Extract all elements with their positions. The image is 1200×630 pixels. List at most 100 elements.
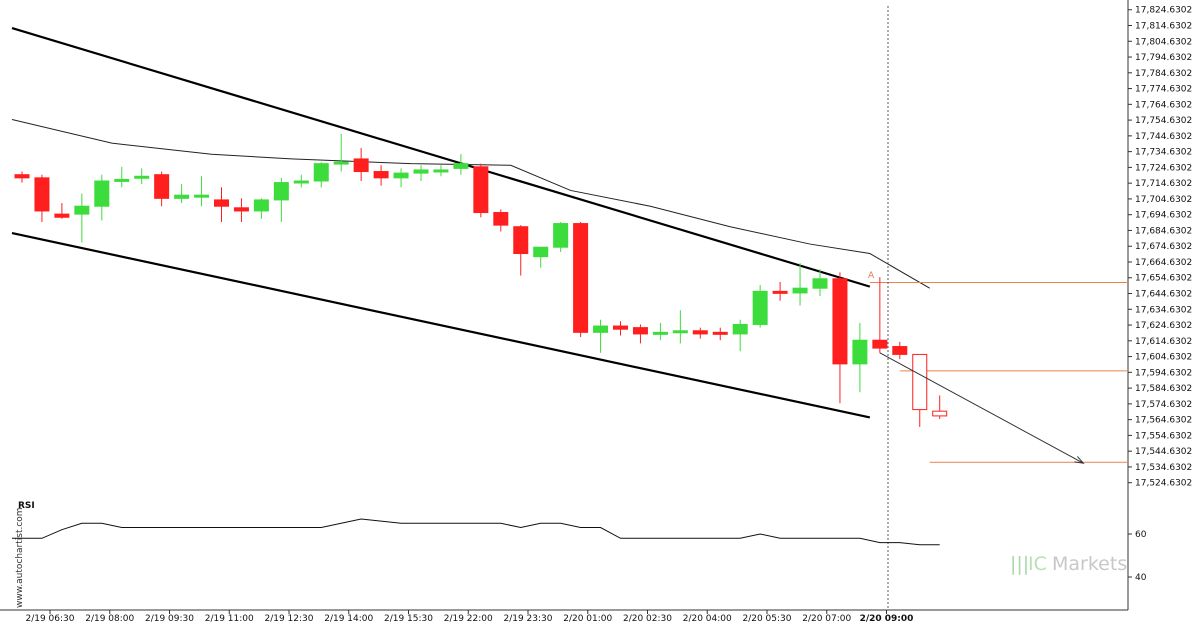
candle-body: [473, 166, 489, 214]
rsi-tick-label: 60: [1135, 530, 1147, 540]
rsi-tick-label: 40: [1135, 573, 1147, 583]
price-tick-label: 17,584.6302: [1135, 384, 1192, 394]
candle-body: [154, 174, 170, 199]
candle-body: [333, 161, 349, 165]
candle-body: [832, 278, 848, 365]
time-tick-label: 2/19 09:30: [145, 614, 194, 624]
price-tick-label: 17,624.6302: [1135, 321, 1192, 331]
candles: [14, 133, 948, 427]
candle-body: [652, 331, 668, 335]
brand-mark-icon: |||: [1010, 553, 1029, 575]
projection-line: [879, 352, 1084, 464]
time-axis: 2/19 06:30 2/19 08:00 2/19 09:30 2/19 11:00…: [25, 610, 913, 624]
price-tick-label: 17,564.6302: [1135, 416, 1192, 426]
target-levels: [869, 282, 1128, 463]
price-tick-label: 17,784.6302: [1135, 69, 1192, 79]
price-tick-label: 17,744.6302: [1135, 132, 1192, 142]
price-tick-label: 17,594.6302: [1135, 368, 1192, 378]
price-tick-label: 17,684.6302: [1135, 226, 1192, 236]
candle-body: [293, 180, 309, 184]
time-tick-label: 2/20 01:00: [563, 614, 612, 624]
channel-lower-line: [11, 231, 871, 419]
candle-body: [672, 330, 688, 334]
time-tick-label: 2/20 05:30: [742, 614, 791, 624]
price-tick-label: 17,754.6302: [1135, 116, 1192, 126]
time-tick-label: 2/19 12:30: [264, 614, 313, 624]
time-tick-label: 2/20 07:00: [802, 614, 851, 624]
ma-line: [11, 119, 930, 289]
candle-body: [912, 353, 928, 411]
time-tick-label: 2/19 08:00: [85, 614, 134, 624]
time-tick-label: 2/19 11:00: [205, 614, 254, 624]
time-tick-label: 2/19 06:30: [25, 614, 74, 624]
price-tick-label: 17,544.6302: [1135, 447, 1192, 457]
price-tick-label: 17,724.6302: [1135, 163, 1192, 173]
candle-body: [253, 199, 269, 212]
price-tick-label: 17,694.6302: [1135, 211, 1192, 221]
time-tick-label: 2/20 02:30: [623, 614, 672, 624]
candle-body: [932, 410, 948, 417]
candle-body: [413, 169, 429, 174]
candle-body: [792, 287, 808, 294]
brand-logo: ||| IC Markets: [1010, 553, 1127, 575]
candle-body: [692, 330, 708, 335]
time-tick-label: 2/19 15:30: [384, 614, 433, 624]
pattern-label: A: [868, 271, 875, 281]
price-tick-label: 17,704.6302: [1135, 195, 1192, 205]
candle-body: [613, 325, 628, 330]
price-tick-label: 17,554.6302: [1135, 431, 1192, 441]
candle-body: [553, 223, 569, 248]
price-tick-label: 17,664.6302: [1135, 258, 1192, 268]
candle-body: [174, 194, 190, 199]
candle-body: [214, 199, 229, 207]
candle-body: [573, 223, 589, 333]
candle-body: [593, 325, 609, 333]
time-tick-label: 2/19 22:00: [444, 614, 493, 624]
brand-name: Markets: [1052, 553, 1127, 575]
price-tick-label: 17,714.6302: [1135, 179, 1192, 189]
price-tick-label: 17,654.6302: [1135, 274, 1192, 284]
price-tick-label: 17,634.6302: [1135, 305, 1192, 315]
moving-average: [11, 119, 930, 289]
price-tick-label: 17,734.6302: [1135, 148, 1192, 158]
price-tick-label: 17,674.6302: [1135, 242, 1192, 252]
candle-body: [732, 323, 748, 335]
projection-arrow: [879, 352, 1085, 464]
price-tick-label: 17,604.6302: [1135, 353, 1192, 363]
candle-body: [74, 205, 90, 215]
candle-body: [513, 226, 529, 255]
channel-upper-line: [11, 27, 871, 288]
candle-body: [632, 327, 648, 335]
rsi-title: RSI: [18, 501, 35, 511]
price-tick-label: 17,534.6302: [1135, 463, 1192, 473]
candle-body: [313, 163, 329, 182]
candle-body: [433, 169, 449, 173]
price-tick-label: 17,774.6302: [1135, 85, 1192, 95]
price-axis: 17,824.6302 17,814.6302 17,804.6302 17,794.…: [0, 0, 1192, 611]
rsi-panel: 60 40: [12, 518, 1147, 583]
candle-body: [134, 175, 150, 179]
candle-body: [114, 178, 130, 182]
candle-body: [353, 158, 369, 173]
candle-body: [14, 174, 30, 179]
brand-ic: IC: [1028, 553, 1047, 575]
candle-body: [34, 177, 50, 212]
time-tick-label: 2/20 09:00: [860, 614, 914, 624]
candle-body: [194, 194, 210, 198]
price-tick-label: 17,524.6302: [1135, 479, 1192, 489]
candle-body: [453, 163, 469, 169]
candle-body: [852, 339, 868, 365]
candle-body: [892, 346, 908, 355]
candle-body: [393, 172, 409, 179]
candle-body: [493, 212, 509, 226]
price-tick-label: 17,794.6302: [1135, 53, 1192, 63]
candle-body: [373, 171, 389, 179]
rsi-line: [12, 518, 940, 546]
time-tick-label: 2/19 14:00: [324, 614, 373, 624]
price-tick-label: 17,814.6302: [1135, 22, 1192, 32]
price-tick-label: 17,614.6302: [1135, 337, 1192, 347]
candle-body: [233, 207, 249, 212]
candle-body: [812, 278, 828, 289]
trend-channel: [11, 27, 871, 419]
candle-body: [752, 290, 768, 325]
